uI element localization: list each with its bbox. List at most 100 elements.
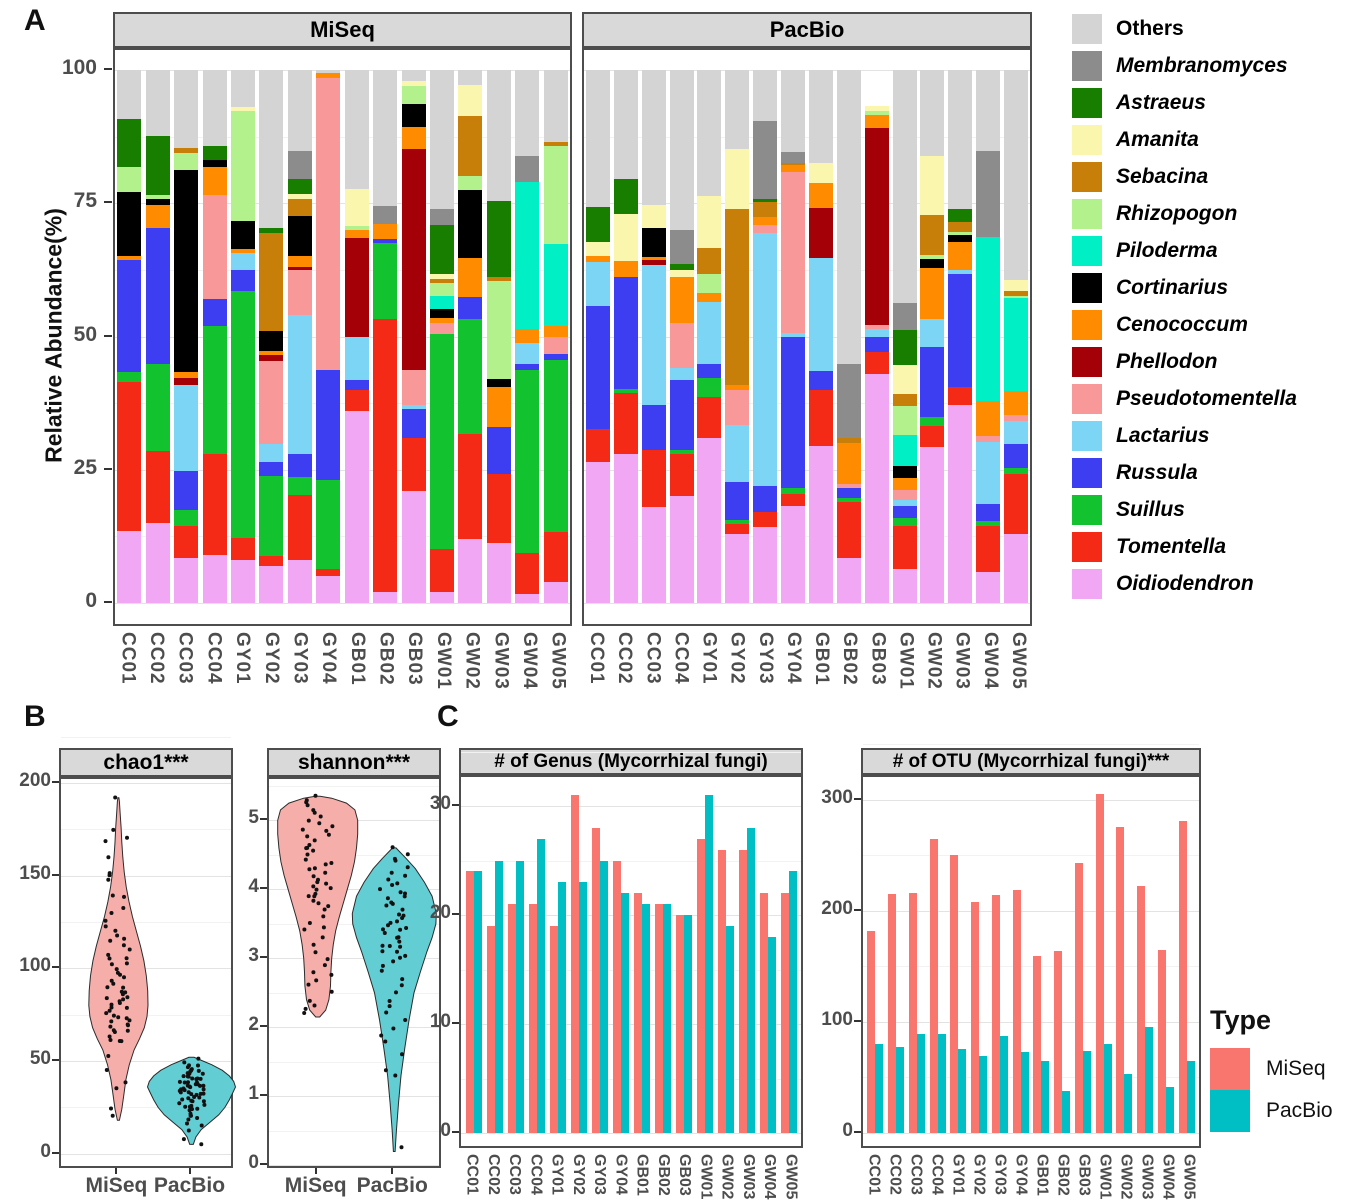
segment-tomentella [344, 389, 369, 412]
y-tick-mark [52, 781, 59, 783]
segment-suillus [174, 509, 199, 526]
segment-tomentella [373, 319, 398, 593]
jitter-point [379, 968, 384, 973]
miseq-bars-area [115, 70, 570, 603]
category-label-miseq: MiSeq [284, 1174, 347, 1197]
bar-group-GW03 [736, 793, 757, 1133]
segment-pseudotomentella [202, 195, 227, 300]
jitter-point [189, 1098, 194, 1103]
segment-sebacina [174, 148, 199, 153]
segment-others [836, 70, 861, 365]
segment-others [948, 70, 973, 209]
jitter-point [324, 881, 329, 886]
segment-rhizopogon [145, 194, 170, 200]
segment-astraeus [259, 227, 284, 233]
segment-tomentella [892, 525, 917, 570]
strip-shannon: shannon*** [267, 748, 441, 777]
segment-tomentella [1004, 474, 1029, 535]
bar-pacbio-GB02 [1062, 1090, 1071, 1133]
segment-cenococcum [230, 248, 255, 253]
y-tick-mark [260, 956, 267, 959]
legend-item-cenococcum: Cenococcum [1072, 310, 1297, 340]
segment-suillus [1004, 468, 1029, 475]
segment-cortinarius [202, 159, 227, 167]
y-tick-mark [452, 804, 459, 806]
segment-membranomyces [892, 303, 917, 331]
x-tick-mark [188, 1168, 191, 1174]
segment-tomentella [458, 433, 483, 540]
type-legend-label-miseq: MiSeq [1266, 1057, 1326, 1080]
x-axis-label-CC04: CC04 [928, 1154, 946, 1195]
legend-label-rhizopogon: Rhizopogon [1116, 202, 1238, 225]
bar-pacbio-GB03 [1082, 1050, 1091, 1133]
x-axis-label-GW02: GW02 [718, 1154, 736, 1200]
jitter-point [201, 1087, 206, 1092]
gridline [269, 1061, 439, 1063]
x-axis-label-GW01: GW01 [1096, 1154, 1114, 1200]
segment-cenococcum [864, 114, 889, 128]
segment-cenococcum [373, 223, 398, 239]
segment-piloderma [515, 182, 540, 330]
segment-amanita [287, 193, 312, 199]
bar-miseq-GW05 [780, 893, 789, 1133]
bar-group-CC03 [505, 793, 526, 1133]
bar-slot-GW01 [428, 70, 456, 603]
jitter-point [177, 1079, 182, 1084]
y-tick-0: 0 [40, 1140, 51, 1162]
x-label-slot: GY01 [695, 632, 723, 694]
segment-rhizopogon [697, 274, 722, 294]
segment-phellodon [401, 148, 426, 371]
segment-pseudotomentella [1004, 414, 1029, 421]
jitter-point [107, 956, 112, 961]
segment-sebacina [920, 214, 945, 256]
segment-suillus [515, 369, 540, 553]
bar-pacbio-GY01 [958, 1048, 967, 1133]
bar-group-GB03 [1073, 793, 1094, 1133]
segment-pseudotomentella [725, 389, 750, 426]
jitter-point [122, 894, 126, 899]
jitter-point [199, 1142, 204, 1147]
stacked-bar-CC02 [613, 70, 638, 603]
x-label-slot: CC02 [884, 1154, 905, 1200]
segment-tomentella [585, 428, 610, 462]
bar-group-GB03 [673, 793, 694, 1133]
x-axis-label-GY03: GY03 [754, 632, 776, 685]
segment-lactarius [641, 265, 666, 406]
bar-group-CC04 [526, 793, 547, 1133]
gridline [584, 603, 1030, 604]
segment-rhizopogon [864, 110, 889, 115]
jitter-point [197, 1095, 202, 1100]
segment-pseudotomentella [864, 324, 889, 330]
segment-suillus [892, 518, 917, 526]
jitter-point [306, 818, 311, 823]
segment-others [515, 70, 540, 157]
gridline [61, 1107, 231, 1109]
y-tick-0: 0 [248, 1152, 259, 1174]
legend-label-sebacina: Sebacina [1116, 165, 1209, 188]
bar-group-GW01 [1093, 793, 1114, 1133]
segment-astraeus [613, 179, 638, 214]
x-label-slot: GW04 [759, 1154, 780, 1200]
y-tick-0: 0 [440, 1120, 451, 1141]
gridline [584, 536, 1030, 538]
segment-sebacina [259, 232, 284, 332]
segment-lactarius [1004, 420, 1029, 445]
x-label-slot: GY01 [947, 1154, 968, 1200]
segment-astraeus [753, 199, 778, 202]
segment-astraeus [585, 206, 610, 242]
x-label-slot: GW03 [1136, 1154, 1157, 1200]
jitter-point [387, 944, 392, 948]
category-label-pacbio: PacBio [153, 1174, 226, 1197]
jitter-point [113, 795, 118, 800]
bar-miseq-GB02 [1054, 950, 1063, 1133]
segment-lactarius [976, 441, 1001, 504]
stacked-bar-GB02 [836, 70, 861, 603]
jitter-point [190, 1076, 195, 1081]
gridline [115, 603, 570, 604]
segment-oidiodendron [174, 557, 199, 603]
chao1-violin-svg [88, 795, 237, 1147]
x-axis-label-GY04: GY04 [318, 632, 340, 685]
pacbio-x-axis-labels: CC01 CC02 CC03 CC04 GY01 GY02 GY03 GY04 GB01 GB02… [582, 632, 1032, 694]
jitter-point [387, 1004, 392, 1009]
segment-tomentella [230, 538, 255, 561]
